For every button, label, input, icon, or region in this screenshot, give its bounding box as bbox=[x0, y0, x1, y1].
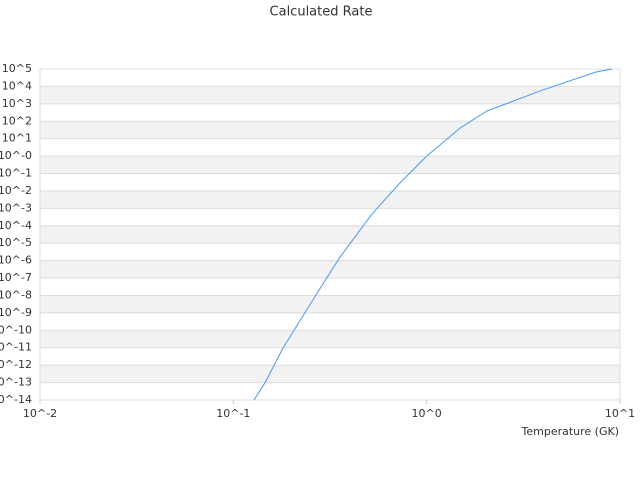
y-tick-label: 10^-7 bbox=[0, 271, 32, 284]
y-tick-label: 10^-4 bbox=[0, 219, 32, 232]
grid-band bbox=[40, 260, 620, 279]
y-tick-label: 10^-6 bbox=[0, 254, 32, 267]
y-tick-label: 10^-14 bbox=[0, 393, 32, 406]
y-tick-label: 10^-13 bbox=[0, 376, 32, 389]
grid-band bbox=[40, 156, 620, 174]
x-tick-label: 10^-1 bbox=[216, 407, 250, 420]
grid-band bbox=[40, 225, 620, 244]
y-tick-label: 10^-10 bbox=[0, 323, 32, 336]
grid-band bbox=[40, 86, 620, 104]
grid-band bbox=[40, 330, 620, 348]
y-tick-label: 10^5 bbox=[2, 62, 32, 75]
grid-band bbox=[40, 121, 620, 139]
y-tick-label: 10^-2 bbox=[0, 184, 32, 197]
y-tick-label: 10^-1 bbox=[0, 167, 32, 180]
x-axis-label: Temperature (GK) bbox=[521, 425, 620, 438]
y-tick-label: 10^-5 bbox=[0, 236, 32, 249]
y-tick-label: 10^3 bbox=[2, 97, 32, 110]
y-tick-label: 10^-9 bbox=[0, 306, 32, 319]
y-tick-label: 10^-12 bbox=[0, 358, 32, 371]
grid-band bbox=[40, 295, 620, 313]
y-tick-label: 10^2 bbox=[2, 114, 32, 127]
data-line bbox=[253, 68, 613, 401]
grid-band bbox=[40, 190, 620, 209]
y-tick-label: 10^4 bbox=[2, 79, 32, 92]
y-tick-label: 10^-3 bbox=[0, 201, 32, 214]
x-tick-label: 10^0 bbox=[412, 407, 442, 420]
x-tick-label: 10^-2 bbox=[23, 407, 57, 420]
x-tick-label: 10^1 bbox=[605, 407, 635, 420]
y-tick-label: 10^-11 bbox=[0, 341, 32, 354]
y-tick-label: 10^1 bbox=[2, 132, 32, 145]
grid-band bbox=[40, 365, 620, 383]
y-tick-label: 10^-0 bbox=[0, 149, 32, 162]
chart-title: Calculated Rate bbox=[270, 5, 373, 20]
plot-border bbox=[39, 68, 621, 401]
y-tick-label: 10^-8 bbox=[0, 288, 32, 301]
